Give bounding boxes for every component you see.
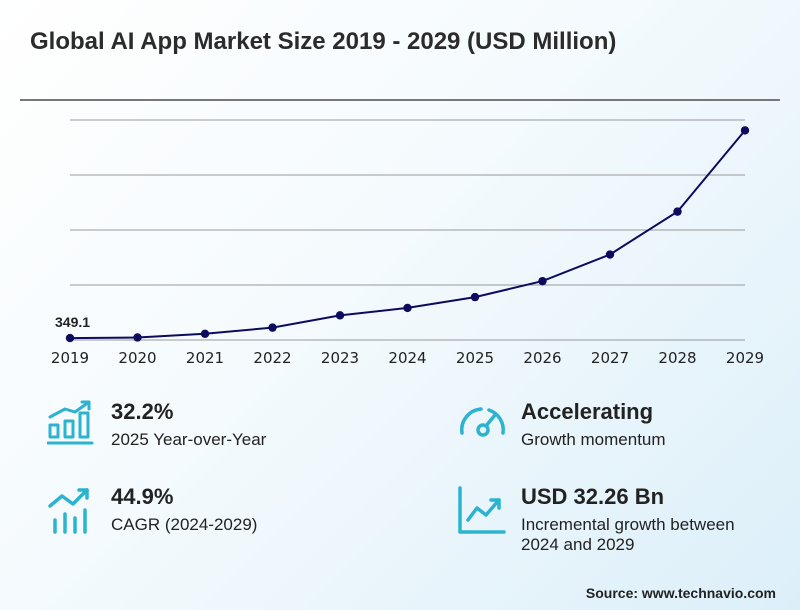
x-tick-label: 2026 [523, 349, 561, 367]
data-point [740, 126, 750, 135]
data-point [200, 329, 210, 338]
stat-description: 2025 Year-over-Year [111, 430, 267, 449]
trend-bars-icon [48, 488, 89, 534]
data-point [335, 311, 345, 320]
data-point [605, 250, 615, 259]
data-point [470, 292, 480, 302]
data-point [403, 303, 412, 313]
data-point [65, 333, 75, 343]
trend-chart-icon [458, 486, 506, 534]
source-note: Source: www.technavio.com [585, 585, 776, 601]
stat-value: 44.9% [111, 484, 174, 509]
stat-description: Incremental growth between 2024 and 2029 [521, 515, 735, 554]
stat-value: USD 32.26 Bn [521, 484, 665, 509]
bar-growth-icon [47, 400, 94, 445]
x-tick-label: 2021 [186, 349, 224, 367]
data-point [268, 323, 277, 332]
stat-value: 32.2% [111, 399, 174, 424]
x-tick-label: 2028 [658, 349, 696, 367]
x-tick-label: 2020 [118, 349, 156, 367]
data-point [538, 276, 547, 286]
x-tick-label: 2025 [456, 349, 494, 367]
x-tick-label: 2022 [253, 349, 291, 367]
stat-description: Growth momentum [521, 430, 666, 449]
data-point [673, 207, 682, 216]
title-divider [20, 99, 780, 101]
x-tick-label: 2027 [591, 349, 629, 367]
chart-title: Global AI App Market Size 2019 - 2029 (U… [30, 28, 617, 55]
data-label: 349.1 [55, 314, 90, 330]
speedometer-icon [460, 407, 505, 437]
stat-description: CAGR (2024-2029) [111, 515, 258, 534]
stat-value: Accelerating [521, 399, 654, 424]
line-chart: 349.1 2019 2020 2021 2022 2023 2024 2025 2026 20… [51, 119, 764, 367]
x-tick-label: 2029 [726, 349, 764, 367]
x-tick-label: 2019 [51, 349, 89, 367]
x-tick-label: 2024 [388, 349, 426, 367]
data-point [133, 333, 142, 342]
x-tick-label: 2023 [321, 349, 359, 367]
